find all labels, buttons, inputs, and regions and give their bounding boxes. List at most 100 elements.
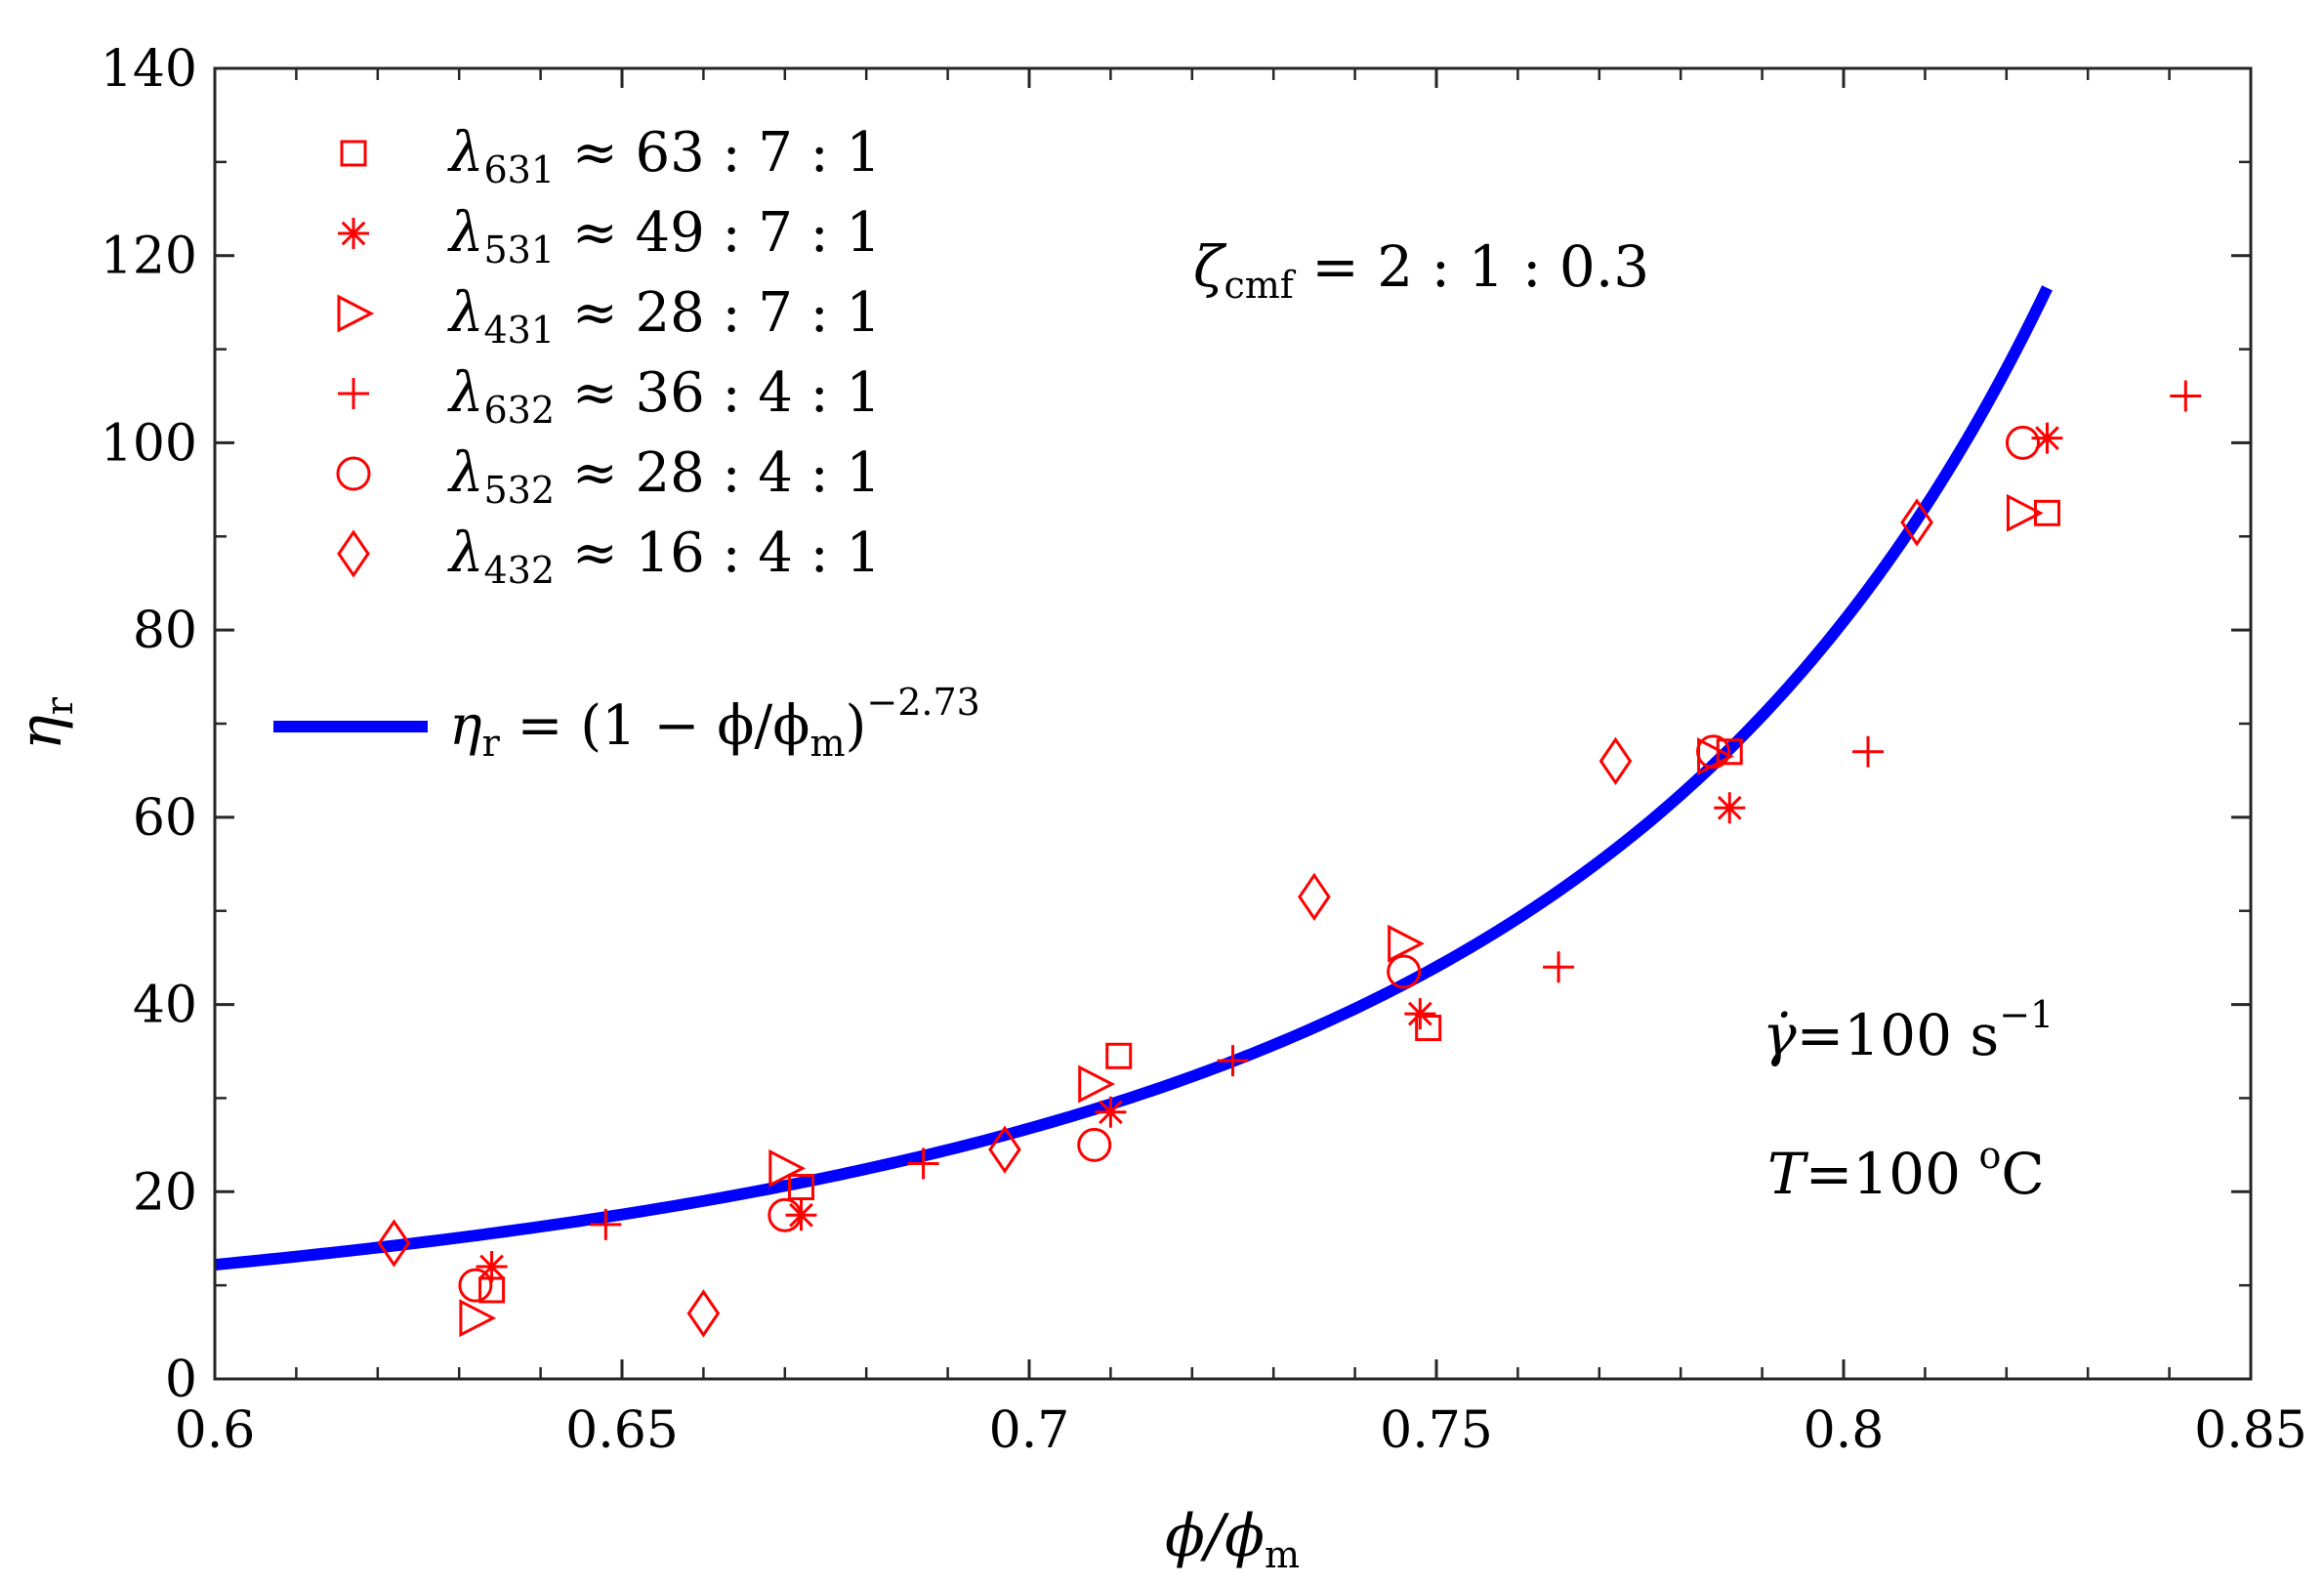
x-tick-label: 0.7 bbox=[989, 1401, 1070, 1460]
y-tick-label: 40 bbox=[133, 977, 197, 1035]
x-tick-label: 0.65 bbox=[565, 1401, 679, 1460]
fit-label-lhs-sub: r bbox=[482, 722, 501, 765]
legend-label-lambda632: λ632 ≈ 36 : 4 : 1 bbox=[447, 361, 881, 432]
point-lambda431-triangle-right bbox=[2006, 493, 2044, 532]
point-lambda432-diamond bbox=[686, 1289, 721, 1338]
fit-label-exponent: −2.73 bbox=[866, 681, 979, 724]
legend-label-rest: ≈ 16 : 4 : 1 bbox=[555, 521, 881, 585]
point-lambda632-plus bbox=[1852, 735, 1885, 768]
point-lambda432-diamond bbox=[377, 1219, 411, 1268]
legend-label-sub: 531 bbox=[484, 229, 556, 271]
x-tick-label: 0.85 bbox=[2194, 1401, 2307, 1460]
legend-label-rest: ≈ 28 : 4 : 1 bbox=[555, 441, 881, 505]
y-tick-label: 80 bbox=[133, 602, 197, 660]
point-lambda631-square bbox=[1105, 1042, 1133, 1069]
point-lambda632-plus bbox=[1543, 951, 1575, 983]
x-tick-label: 0.75 bbox=[1380, 1401, 1493, 1460]
temp-symbol: T bbox=[1767, 1141, 1809, 1207]
point-lambda432-diamond bbox=[1900, 498, 1933, 547]
x-tick-label: 0.8 bbox=[1804, 1401, 1885, 1460]
legend-label-main: λ bbox=[447, 201, 484, 265]
legend-label-sub: 532 bbox=[484, 469, 556, 512]
fit-label-rhs-sub: m bbox=[809, 722, 845, 765]
point-lambda631-square bbox=[1716, 738, 1743, 766]
legend-label-sub: 631 bbox=[484, 148, 556, 191]
point-lambda631-square bbox=[2034, 499, 2060, 526]
legend-marker-lambda432 bbox=[337, 529, 370, 578]
x-axis-label: ϕ/ϕm bbox=[1165, 1502, 1300, 1576]
x-tick-label: 0.6 bbox=[175, 1401, 256, 1460]
legend-label-lambda431: λ431 ≈ 28 : 7 : 1 bbox=[447, 281, 881, 352]
legend-label-rest: ≈ 28 : 7 : 1 bbox=[555, 281, 881, 345]
fit-curve bbox=[214, 285, 2053, 1272]
legend-label-sub: 431 bbox=[484, 309, 556, 352]
point-lambda531-asterisk bbox=[1095, 1096, 1127, 1128]
point-lambda632-plus bbox=[907, 1147, 939, 1180]
temp-unit: C bbox=[2001, 1141, 2044, 1207]
shear-rate-annotation: γ̇=100 s−1 bbox=[1763, 993, 2054, 1068]
point-lambda431-triangle-right bbox=[1078, 1064, 1115, 1104]
fit-label-close: ) bbox=[846, 694, 867, 758]
temperature-annotation: T=100 oC bbox=[1767, 1134, 2045, 1207]
point-lambda631-square bbox=[787, 1173, 814, 1200]
x-axis-label-sub: m bbox=[1265, 1533, 1300, 1576]
point-lambda632-plus bbox=[1217, 1045, 1249, 1077]
legend-label-lambda432: λ432 ≈ 16 : 4 : 1 bbox=[447, 521, 881, 592]
legend-label-sub: 632 bbox=[484, 389, 556, 432]
legend-label-main: λ bbox=[447, 361, 484, 425]
point-lambda531-asterisk bbox=[1404, 998, 1436, 1030]
legend-marker-lambda431 bbox=[337, 294, 375, 333]
legend-label-rest: ≈ 36 : 4 : 1 bbox=[555, 361, 881, 425]
point-lambda532-circle bbox=[1387, 954, 1422, 989]
zeta-rest: = 2 : 1 : 0.3 bbox=[1294, 233, 1649, 300]
data-markers bbox=[377, 380, 2202, 1338]
legend-marker-lambda632 bbox=[338, 378, 369, 409]
y-tick-label: 100 bbox=[101, 414, 197, 473]
legend-label-sub: 432 bbox=[484, 549, 556, 592]
point-lambda532-circle bbox=[2005, 425, 2040, 460]
legend-marker-lambda631 bbox=[340, 140, 367, 167]
temp-superscript: o bbox=[1978, 1134, 2001, 1177]
point-lambda631-square bbox=[1415, 1015, 1442, 1042]
tick-labels: 0.6 0.65 0.7 0.75 0.8 0.85 0 20 40 60 80 100 120 140 bbox=[101, 40, 2307, 1460]
y-tick-label: 60 bbox=[133, 789, 197, 848]
zeta-annotation: ζcmf = 2 : 1 : 0.3 bbox=[1193, 233, 1649, 307]
legend-label-lambda532: λ532 ≈ 28 : 4 : 1 bbox=[447, 441, 881, 512]
point-lambda532-circle bbox=[1077, 1127, 1112, 1162]
y-tick-label: 140 bbox=[101, 40, 197, 99]
zeta-sub: cmf bbox=[1224, 264, 1296, 307]
point-lambda532-circle bbox=[1696, 734, 1731, 770]
legend-label-main: λ bbox=[447, 281, 484, 345]
point-lambda632-plus bbox=[2170, 380, 2202, 412]
legend-label-rest: ≈ 49 : 7 : 1 bbox=[555, 201, 881, 265]
shear-rest: =100 s bbox=[1797, 1002, 2000, 1068]
point-lambda531-asterisk bbox=[476, 1250, 508, 1282]
fit-label-lhs-main: η bbox=[449, 694, 482, 758]
y-tick-label: 120 bbox=[101, 228, 197, 286]
y-tick-label: 0 bbox=[165, 1351, 197, 1409]
y-axis-label: ηr bbox=[7, 696, 81, 750]
point-lambda632-plus bbox=[590, 1208, 622, 1240]
point-lambda431-triangle-right bbox=[768, 1148, 807, 1188]
fit-label-rhs: = (1 − ϕ/ϕ bbox=[500, 694, 810, 758]
legend-label-main: λ bbox=[447, 441, 484, 505]
plot-frame bbox=[213, 66, 2253, 1381]
legend-label-main: λ bbox=[447, 121, 484, 185]
x-axis-label-main: ϕ/ϕ bbox=[1165, 1502, 1265, 1570]
zeta-main: ζ bbox=[1193, 233, 1227, 300]
point-lambda432-diamond bbox=[988, 1125, 1021, 1174]
point-lambda432-diamond bbox=[1598, 736, 1633, 786]
temp-rest: =100 bbox=[1805, 1141, 1979, 1207]
y-axis-label-main: η bbox=[7, 715, 75, 750]
fit-legend-label: ηr = (1 − ϕ/ϕm)−2.73 bbox=[449, 681, 980, 765]
point-lambda531-asterisk bbox=[1714, 792, 1746, 824]
point-lambda431-triangle-right bbox=[459, 1299, 497, 1338]
shear-symbol: γ̇ bbox=[1763, 1002, 1797, 1068]
y-axis-label-sub: r bbox=[38, 696, 81, 715]
fit-legend: ηr = (1 − ϕ/ϕm)−2.73 bbox=[273, 681, 980, 765]
point-lambda431-triangle-right bbox=[1388, 924, 1425, 963]
legend-marker-lambda532 bbox=[336, 456, 371, 491]
